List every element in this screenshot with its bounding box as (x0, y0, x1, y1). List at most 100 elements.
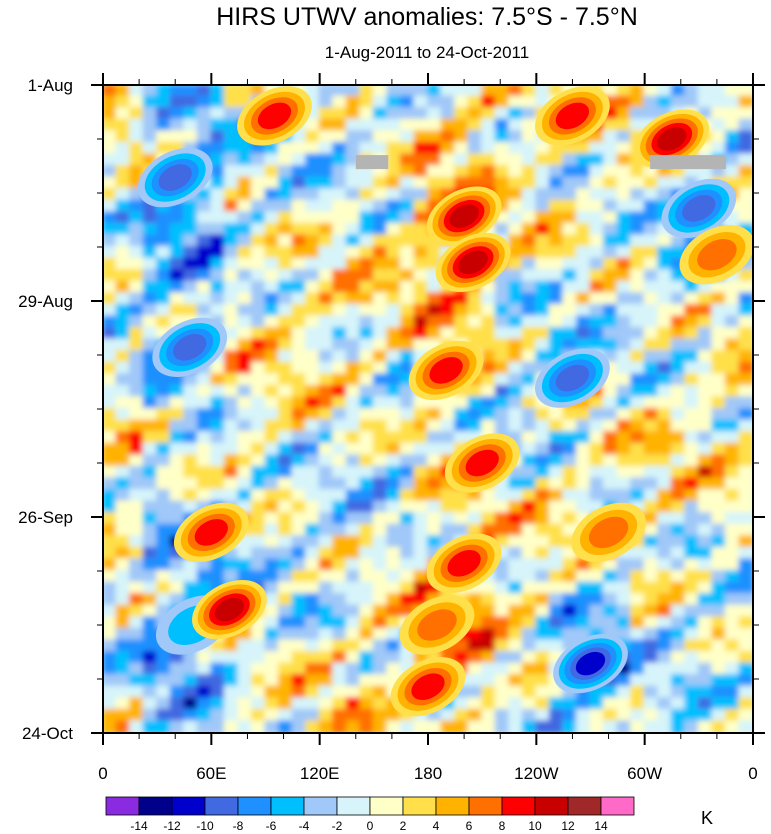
texture-cell (332, 489, 348, 503)
texture-cell (318, 604, 335, 619)
texture-cell (264, 153, 280, 167)
texture-cell (454, 95, 470, 110)
texture-cell (521, 338, 538, 353)
texture-cell (305, 85, 321, 98)
texture-cell (440, 500, 456, 515)
texture-cell (278, 188, 294, 202)
texture-cell (210, 95, 226, 110)
texture-cell (440, 176, 456, 191)
texture-cell (386, 558, 402, 572)
texture-cell (454, 141, 470, 156)
texture-cell (318, 373, 335, 387)
texture-cell (332, 269, 348, 283)
texture-cell (142, 118, 159, 133)
texture-cell (467, 685, 484, 700)
texture-cell (142, 396, 159, 410)
texture-cell (372, 176, 389, 191)
texture-cell (345, 546, 362, 561)
texture-cell (169, 512, 186, 526)
texture-cell (264, 246, 280, 260)
texture-cell (684, 674, 700, 688)
texture-cell (237, 708, 253, 723)
texture-cell (603, 234, 619, 248)
texture-cell (103, 431, 118, 445)
texture-cell (697, 477, 714, 491)
texture-cell (103, 593, 118, 607)
texture-cell (183, 500, 199, 515)
texture-cell (603, 118, 619, 133)
texture-cell (697, 697, 714, 711)
texture-cell (305, 500, 321, 515)
colorbar-swatch (402, 796, 437, 816)
texture-cell (386, 604, 402, 619)
texture-cell (237, 674, 253, 688)
texture-cell (223, 384, 240, 399)
texture-cell (129, 419, 145, 434)
texture-cell (278, 627, 294, 642)
texture-cell (399, 558, 416, 572)
texture-cell (291, 662, 308, 677)
texture-cell (129, 408, 145, 422)
texture-cell (711, 651, 727, 665)
texture-cell (345, 303, 362, 318)
texture-cell (318, 292, 335, 306)
texture-cell (724, 361, 741, 376)
texture-cell (630, 257, 646, 272)
texture-cell (169, 292, 186, 306)
texture-cell (386, 512, 402, 526)
texture-cell (359, 396, 375, 410)
texture-cell (481, 419, 497, 434)
texture-cell (576, 604, 592, 619)
texture-cell (589, 211, 605, 225)
texture-cell (291, 130, 308, 144)
y-tick-label: 1-Aug (28, 76, 73, 95)
texture-cell (399, 396, 416, 410)
texture-cell (616, 616, 633, 630)
texture-cell (251, 211, 267, 225)
texture-cell (670, 303, 687, 318)
texture-cell (169, 130, 186, 144)
texture-cell (643, 477, 660, 491)
texture-cell (183, 107, 199, 121)
texture-cell (291, 153, 308, 167)
texture-cell (657, 176, 673, 191)
texture-cell (223, 708, 240, 723)
texture-cell (684, 535, 700, 549)
texture-cell (670, 454, 687, 468)
texture-cell (372, 95, 389, 110)
texture-cell (115, 523, 131, 538)
texture-cell (603, 616, 619, 630)
texture-cell (427, 512, 443, 526)
texture-cell (576, 292, 592, 306)
texture-cell (738, 165, 753, 179)
texture-cell (115, 442, 131, 457)
texture-cell (251, 361, 267, 376)
texture-cell (697, 350, 714, 364)
positive-anomaly (571, 502, 646, 563)
texture-cell (129, 327, 145, 341)
texture-cell (103, 477, 118, 491)
texture-cell (711, 662, 727, 677)
texture-cell (440, 107, 456, 121)
texture-cell (345, 269, 362, 283)
texture-cell (589, 570, 605, 584)
texture-cell (210, 292, 226, 306)
texture-cell (724, 581, 741, 596)
texture-cell (711, 95, 727, 110)
texture-cell (386, 165, 402, 179)
texture-cell (345, 327, 362, 341)
texture-cell (657, 604, 673, 619)
texture-cell (129, 130, 145, 144)
texture-cell (521, 651, 538, 665)
texture-cell (183, 246, 199, 260)
texture-cell (467, 315, 484, 329)
texture-cell (508, 662, 524, 677)
texture-cell (345, 292, 362, 306)
texture-cell (603, 720, 619, 733)
texture-cell (332, 697, 348, 711)
texture-cell (210, 303, 226, 318)
texture-cell (345, 257, 362, 272)
texture-cell (386, 373, 402, 387)
texture-cell (305, 222, 321, 237)
texture-cell (386, 431, 402, 445)
